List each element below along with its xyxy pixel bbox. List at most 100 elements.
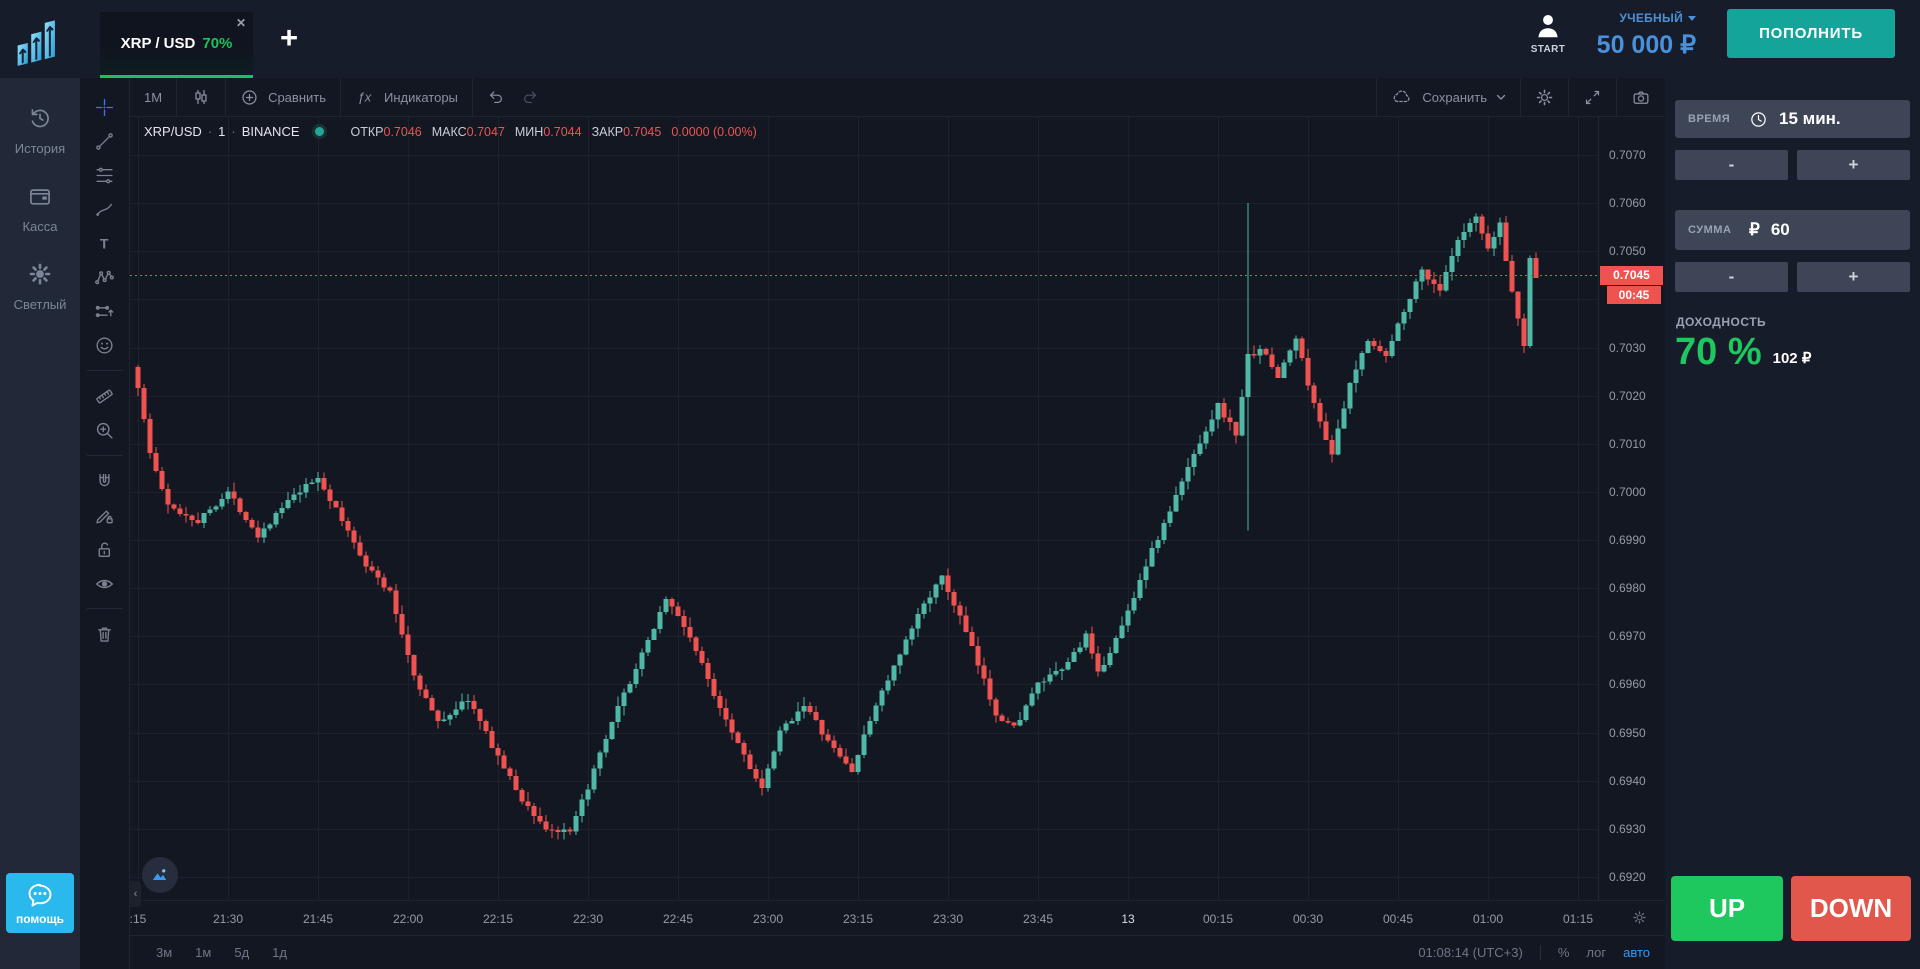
zoom-in-icon	[94, 420, 115, 441]
candle-body	[471, 701, 477, 710]
time-axis-settings-icon[interactable]	[1632, 910, 1647, 925]
amount-field[interactable]: СУММА ₽ 60	[1675, 210, 1910, 250]
candle-wick	[1061, 668, 1063, 681]
chart-style-button[interactable]	[177, 78, 227, 116]
tool-trash[interactable]	[80, 617, 129, 651]
candle-body	[393, 590, 399, 614]
range-3м[interactable]: 3м	[156, 945, 173, 960]
candle-body	[225, 491, 231, 499]
range-1д[interactable]: 1д	[272, 945, 287, 960]
interval-button[interactable]: 1М	[130, 78, 178, 116]
deposit-button[interactable]: ПОПОЛНИТЬ	[1727, 9, 1895, 58]
candle-body	[1497, 222, 1503, 237]
fullscreen-button[interactable]	[1568, 78, 1616, 116]
tool-fib-retracement[interactable]	[80, 158, 129, 192]
tool-brush[interactable]	[80, 192, 129, 226]
clock-label[interactable]: 01:08:14 (UTC+3)	[1418, 945, 1523, 960]
asset-tab[interactable]: XRP / USD 70% ✕	[100, 12, 253, 78]
sidebar-item-3[interactable]: Светлый	[0, 261, 80, 312]
candle-body	[1467, 222, 1473, 233]
tool-xabcd-pattern[interactable]	[80, 260, 129, 294]
time-plus-button[interactable]: +	[1797, 150, 1910, 180]
candle-wick	[1055, 661, 1057, 677]
close-tab-icon[interactable]: ✕	[235, 16, 246, 30]
candle-body	[1305, 358, 1311, 386]
theme-icon	[27, 261, 53, 287]
expiry-time-field[interactable]: ВРЕМЯ 15 мин.	[1675, 100, 1910, 138]
watermark-logo-button[interactable]	[142, 857, 178, 893]
time-field-value: 15 мин.	[1779, 109, 1841, 128]
candle-body	[363, 555, 369, 567]
tool-magnet[interactable]	[80, 464, 129, 498]
up-button[interactable]: UP	[1671, 876, 1783, 941]
redo-icon[interactable]	[521, 88, 539, 106]
tool-trend-line[interactable]	[80, 124, 129, 158]
percent-scale-button[interactable]: %	[1557, 945, 1570, 960]
chart-plot[interactable]: XRP/USD · 1 · BINANCE ОТКР 0.7046 МАКС 0.70…	[130, 116, 1665, 907]
tool-text[interactable]: T	[80, 226, 129, 260]
sidebar-item-1[interactable]: История	[0, 105, 80, 156]
candle-body	[1191, 453, 1197, 468]
time-axis[interactable]: :15 21:30 21:45 22:00 22:15 22:30 22:45 23:00 23…	[130, 900, 1665, 936]
candle-body	[1311, 385, 1317, 404]
tool-eye[interactable]	[80, 566, 129, 600]
candle-body	[483, 720, 489, 731]
tool-zoom-in[interactable]	[80, 413, 129, 447]
price-tick-label: 0.6940	[1609, 773, 1646, 788]
price-axis[interactable]: 0.7070 0.7060 0.7050 0.7030 0.7020 0.7010 0.70…	[1598, 116, 1665, 901]
range-1м[interactable]: 1м	[195, 945, 212, 960]
candle-body	[285, 499, 291, 509]
auto-scale-button[interactable]: авто	[1623, 945, 1650, 960]
tool-emoji[interactable]	[80, 328, 129, 362]
candle-body	[1029, 693, 1035, 706]
candle-body	[633, 668, 639, 685]
tool-projection[interactable]	[80, 294, 129, 328]
candles	[135, 203, 1539, 840]
compare-button[interactable]: Сравнить	[226, 78, 341, 116]
expiry-countdown-tag: 00:45	[1607, 286, 1661, 305]
candle-body	[741, 742, 747, 755]
candlestick-canvas[interactable]	[130, 116, 1598, 901]
account-type-selector[interactable]: УЧЕБНЫЙ	[1619, 11, 1696, 25]
candle-body	[255, 527, 261, 538]
candle-body	[1035, 682, 1041, 694]
range-5д[interactable]: 5д	[234, 945, 250, 960]
candle-body	[459, 701, 465, 710]
range-selector: 3м 1м 5д 1д	[156, 945, 287, 960]
time-minus-button[interactable]: -	[1675, 150, 1788, 180]
collapse-drawbar-handle[interactable]: ‹	[130, 881, 141, 907]
candle-body	[777, 730, 783, 752]
ruler-icon	[94, 386, 115, 407]
legend-symbol: XRP/USD	[144, 124, 202, 139]
save-layout-button[interactable]: Сохранить	[1376, 78, 1520, 116]
log-scale-button[interactable]: лог	[1586, 945, 1607, 960]
amount-plus-button[interactable]: +	[1797, 262, 1910, 292]
candle-body	[1065, 661, 1071, 670]
chart-settings-button[interactable]	[1520, 78, 1568, 116]
candle-body	[1533, 258, 1539, 276]
camera-icon	[1631, 88, 1651, 107]
down-button[interactable]: DOWN	[1791, 876, 1911, 941]
tool-crosshair[interactable]	[80, 90, 129, 124]
trade-panel: ВРЕМЯ 15 мин. - + СУММА ₽ 60 - + ДОХОДНО…	[1665, 78, 1920, 969]
candle-body	[1503, 222, 1509, 261]
account-avatar[interactable]: START	[1520, 11, 1576, 55]
candle-body	[507, 768, 513, 776]
screenshot-button[interactable]	[1616, 78, 1665, 116]
sidebar-item-2[interactable]: Касса	[0, 183, 80, 234]
amount-minus-button[interactable]: -	[1675, 262, 1788, 292]
price-tick-label: 0.7060	[1609, 196, 1646, 211]
candle-body	[639, 652, 645, 669]
candle-body	[891, 665, 897, 681]
undo-icon[interactable]	[487, 88, 505, 106]
indicators-button[interactable]: ƒx Индикаторы	[341, 78, 473, 116]
text-icon: T	[94, 233, 115, 254]
add-tab-button[interactable]: +	[280, 20, 299, 55]
tool-ruler[interactable]	[80, 379, 129, 413]
tool-unlock[interactable]	[80, 532, 129, 566]
candle-body	[813, 712, 819, 721]
candle-body	[303, 484, 309, 493]
tool-drawing-lock[interactable]	[80, 498, 129, 532]
help-button[interactable]: помощь	[6, 873, 74, 933]
magnet-icon	[94, 471, 115, 492]
